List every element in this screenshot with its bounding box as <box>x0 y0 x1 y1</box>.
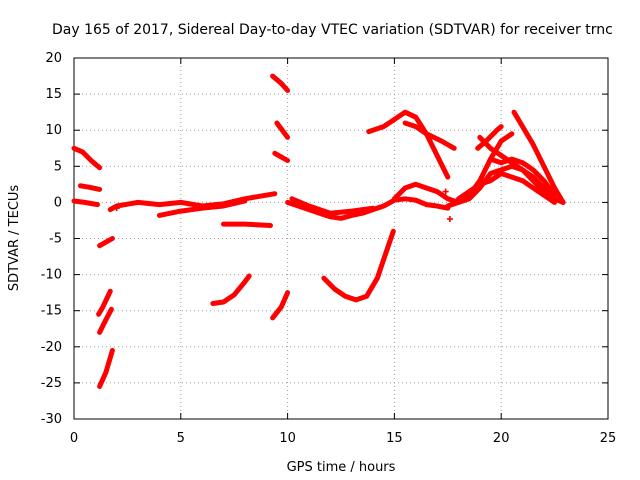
series-arc-hump-high <box>366 109 451 180</box>
y-tick-label: 0 <box>54 195 62 210</box>
series-arc-mid-band <box>488 156 558 198</box>
series-arc-twenty-one <box>511 109 566 205</box>
series-arc-dip <box>321 228 396 303</box>
series-arc-early-drop-2 <box>97 306 114 335</box>
x-axis-label: GPS time / hours <box>287 460 396 475</box>
series-arc-low-rise <box>210 273 252 306</box>
data-point-marker <box>113 205 120 212</box>
y-tick-label: 10 <box>45 123 62 138</box>
series-arc-rise-late <box>445 131 515 209</box>
y-tick-label: 20 <box>45 51 62 66</box>
series-arc-high-drop <box>270 73 291 93</box>
series-arc-start-neg5 <box>97 236 115 249</box>
y-axis-label: SDTVAR / TECUs <box>7 185 22 292</box>
y-tick-label: -10 <box>41 268 62 283</box>
y-tick-label: -30 <box>41 412 62 427</box>
series-arc-mid-drop <box>274 120 291 140</box>
series-arc-start-zero <box>71 198 100 208</box>
series-arc-low-band <box>456 171 558 205</box>
series-arc-ten-lower <box>289 196 376 216</box>
x-tick-label: 5 <box>177 431 185 446</box>
grid <box>74 58 608 419</box>
series-arc-hump-low <box>391 163 566 205</box>
x-tick-label: 25 <box>600 431 617 446</box>
series-arc-start-high <box>71 145 103 171</box>
data-series <box>71 73 566 389</box>
series-arc-baseline <box>107 191 278 213</box>
series-arc-19-descend <box>477 134 558 203</box>
series-arc-low-steep <box>270 290 291 321</box>
chart-title: Day 165 of 2017, Sidereal Day-to-day VTE… <box>52 22 613 38</box>
y-tick-label: -5 <box>49 232 62 247</box>
y-tick-label: -25 <box>41 376 62 391</box>
series-arc-early-drop-3 <box>97 347 115 389</box>
series-arc-neg3 <box>221 221 273 228</box>
series-arc-baseline-lower <box>156 198 248 218</box>
x-tick-label: 0 <box>70 431 78 446</box>
series-arc-six <box>272 150 291 163</box>
data-point-marker <box>446 216 453 223</box>
series-arc-hump-second <box>402 120 457 151</box>
x-tick-label: 10 <box>279 431 296 446</box>
y-tick-label: 5 <box>54 159 62 174</box>
series-arc-peak-19 <box>475 124 504 151</box>
x-tick-label: 15 <box>386 431 403 446</box>
y-tick-label: -15 <box>41 304 62 319</box>
series-arc-early-drop-1 <box>96 288 113 317</box>
y-tick-label: 15 <box>45 87 62 102</box>
data-point-marker <box>442 188 449 195</box>
axis-ticks: 0 5 10 15 20 25 -30 -25 -20 -15 -10 -5 0 5 10 15 20 <box>41 51 617 446</box>
y-tick-label: -20 <box>41 340 62 355</box>
series-arc-start-mid <box>77 183 103 192</box>
x-tick-label: 20 <box>493 431 510 446</box>
